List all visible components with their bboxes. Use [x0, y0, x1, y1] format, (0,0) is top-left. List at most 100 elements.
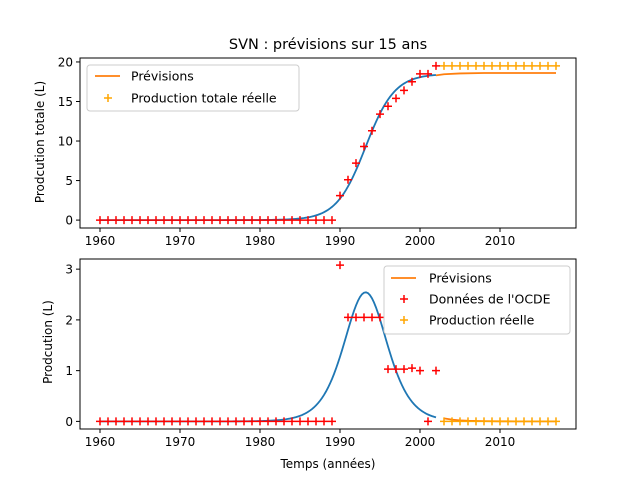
bottom-marker-s2	[464, 417, 472, 426]
bottom-marker-s1	[272, 417, 280, 426]
top-marker-s2	[96, 216, 104, 225]
top-marker-s2	[136, 216, 144, 225]
bottom-marker-s1	[128, 417, 136, 426]
bottom-marker-s1	[176, 417, 184, 426]
top-marker-s2	[304, 216, 312, 225]
bottom-marker-s2	[456, 417, 464, 426]
bottom-legend-label-oecd: Données de l'OCDE	[429, 292, 551, 307]
bottom-marker-s1	[152, 417, 160, 426]
top-y-tick-label: 5	[65, 174, 73, 188]
top-x-tick-label: 1980	[245, 234, 276, 248]
bottom-marker-s1	[296, 417, 304, 426]
bottom-marker-s1	[112, 417, 120, 426]
top-marker-s1	[512, 61, 520, 70]
bottom-x-tick-label: 1980	[245, 435, 276, 449]
bottom-marker-s1	[224, 417, 232, 426]
bottom-marker-s1	[200, 417, 208, 426]
top-marker-s1	[496, 61, 504, 70]
top-chart-title: SVN : prévisions sur 15 ans	[229, 37, 427, 53]
top-marker-s1	[480, 61, 488, 70]
top-y-axis-label: Prodcution totale (L)	[33, 81, 47, 203]
top-marker-s2	[256, 216, 264, 225]
bottom-marker-s1	[368, 313, 376, 322]
bottom-marker-s2	[552, 417, 560, 426]
bottom-marker-s1	[328, 417, 336, 426]
bottom-marker-s2	[488, 417, 496, 426]
bottom-marker-s2	[536, 417, 544, 426]
top-marker-s2	[208, 216, 216, 225]
top-marker-s2	[248, 216, 256, 225]
top-x-tick-label: 2010	[485, 234, 516, 248]
top-x-tick-label: 1990	[325, 234, 356, 248]
bottom-marker-s1	[136, 417, 144, 426]
bottom-marker-s1	[344, 313, 352, 322]
bottom-marker-s1	[208, 417, 216, 426]
bottom-y-tick-label: 0	[65, 415, 73, 429]
bottom-marker-s2	[528, 417, 536, 426]
top-marker-s2	[184, 216, 192, 225]
top-marker-s2	[176, 216, 184, 225]
top-marker-s2	[280, 216, 288, 225]
top-x-tick-label: 2000	[405, 234, 436, 248]
top-marker-s2	[328, 216, 336, 225]
top-marker-s2	[416, 69, 424, 78]
top-marker-s2	[128, 216, 136, 225]
top-plot-area: 1960 1970 1980 1990 2000 2010 0 5 10 15 20	[58, 55, 560, 248]
bottom-subplot: Temps (années) Prodcution (L) 1960 1970 19…	[41, 258, 577, 471]
bottom-marker-s1	[288, 417, 296, 426]
bottom-y-tick-label: 1	[65, 364, 73, 378]
top-x-tick-label: 1970	[165, 234, 196, 248]
bottom-marker-s1	[280, 417, 288, 426]
bottom-marker-s1	[104, 417, 112, 426]
bottom-marker-s1	[352, 313, 360, 322]
bottom-x-tick-label: 1960	[85, 435, 116, 449]
bottom-marker-s1	[232, 417, 240, 426]
top-marker-s2	[368, 126, 376, 135]
top-marker-s2	[120, 216, 128, 225]
bottom-marker-s1	[96, 417, 104, 426]
top-axes-frame	[79, 57, 577, 229]
bottom-marker-s1	[256, 417, 264, 426]
top-marker-s2	[408, 77, 416, 86]
top-marker-s2	[144, 216, 152, 225]
bottom-marker-s2	[544, 417, 552, 426]
bottom-marker-s1	[216, 417, 224, 426]
bottom-marker-s1	[312, 417, 320, 426]
top-marker-s2	[104, 216, 112, 225]
top-marker-s1	[488, 61, 496, 70]
bottom-marker-s1	[392, 365, 400, 374]
top-marker-s1	[528, 61, 536, 70]
top-marker-s1	[464, 61, 472, 70]
bottom-marker-s2	[472, 417, 480, 426]
bottom-marker-s1	[408, 364, 416, 373]
bottom-axes-frame	[79, 258, 577, 430]
top-marker-s2	[376, 110, 384, 119]
top-legend-box	[86, 64, 300, 112]
bottom-legend-marker-actual	[400, 316, 408, 324]
top-marker-s2	[232, 216, 240, 225]
top-marker-s1	[472, 61, 480, 70]
top-marker-s2	[112, 216, 120, 225]
bottom-marker-s1	[144, 417, 152, 426]
bottom-marker-s1	[384, 365, 392, 374]
bottom-marker-s2	[496, 417, 504, 426]
top-forecast-line	[435, 72, 556, 77]
bottom-marker-s2	[512, 417, 520, 426]
top-marker-s2	[240, 216, 248, 225]
bottom-x-tick-label: 2010	[485, 435, 516, 449]
top-marker-s2	[168, 216, 176, 225]
top-marker-s2	[352, 159, 360, 168]
bottom-legend-marker-oecd	[400, 295, 408, 303]
bottom-marker-s1	[304, 417, 312, 426]
top-marker-s2	[160, 216, 168, 225]
top-legend-marker-swatch	[104, 94, 112, 102]
top-y-tick-label: 15	[58, 95, 73, 109]
bottom-y-tick-label: 3	[65, 263, 73, 277]
top-marker-s1	[456, 61, 464, 70]
bottom-x-tick-label: 1970	[165, 435, 196, 449]
top-marker-s2	[296, 216, 304, 225]
top-marker-s2	[360, 142, 368, 151]
bottom-marker-s1	[336, 261, 344, 270]
top-marker-s2	[384, 102, 392, 111]
top-marker-s1	[520, 61, 528, 70]
